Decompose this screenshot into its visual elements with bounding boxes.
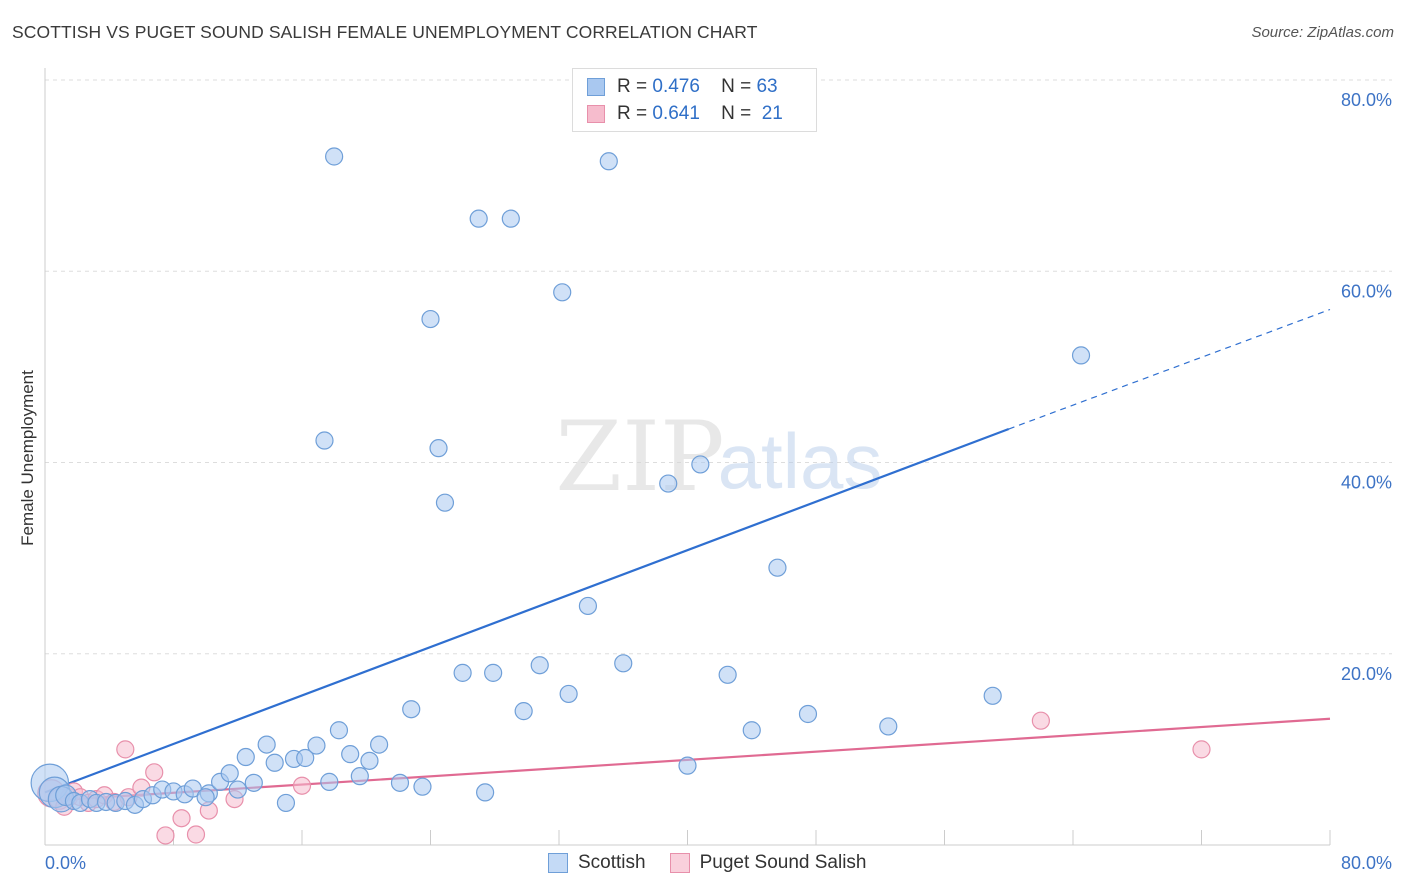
gridlines bbox=[45, 79, 1392, 655]
y-tick-label: 40.0% bbox=[1341, 473, 1392, 493]
scottish-point bbox=[501, 209, 520, 228]
scottish-trend-line bbox=[44, 428, 1010, 794]
scottish-point bbox=[514, 702, 533, 721]
salish-point bbox=[292, 776, 312, 795]
legend-item-scottish[interactable]: Scottish bbox=[548, 852, 646, 874]
tick-labels: 20.0% 40.0% 60.0% 80.0% 0.0% 80.0% bbox=[45, 90, 1392, 873]
scottish-point bbox=[453, 663, 472, 682]
scottish-point bbox=[257, 735, 276, 754]
scottish-swatch bbox=[587, 78, 605, 96]
scottish-point bbox=[614, 654, 633, 673]
legend-row-salish: R = 0.641 N = 21 bbox=[587, 102, 783, 126]
n-value: 21 bbox=[761, 103, 783, 124]
scottish-point bbox=[983, 686, 1002, 705]
scottish-point bbox=[476, 783, 495, 802]
scottish-point bbox=[879, 717, 898, 736]
correlation-legend: R = 0.476 N = 63 R = 0.641 N = 21 bbox=[572, 68, 817, 132]
salish-point bbox=[186, 825, 206, 844]
salish-point bbox=[1192, 740, 1211, 759]
scottish-point bbox=[435, 493, 455, 512]
scottish-point bbox=[350, 767, 369, 786]
r-value: 0.476 bbox=[652, 76, 700, 97]
salish-legend-swatch bbox=[669, 853, 690, 873]
source-label: Source: ZipAtlas.com bbox=[1251, 24, 1394, 41]
y-tick-label: 60.0% bbox=[1341, 281, 1392, 301]
x-tick-label-max: 80.0% bbox=[1341, 853, 1392, 873]
scottish-point bbox=[265, 753, 284, 772]
scottish-point bbox=[325, 147, 344, 166]
scottish-point bbox=[360, 751, 379, 770]
scottish-point bbox=[390, 773, 410, 792]
scottish-point bbox=[798, 704, 818, 724]
legend-label-scottish: Scottish bbox=[578, 852, 646, 873]
scottish-point bbox=[718, 665, 737, 684]
salish-point bbox=[172, 809, 191, 828]
salish-point bbox=[156, 826, 175, 845]
legend-row-scottish: R = 0.476 N = 63 bbox=[587, 75, 778, 99]
scottish-point bbox=[236, 747, 255, 767]
scottish-point bbox=[228, 780, 247, 799]
scottish-point bbox=[296, 748, 315, 768]
scottish-point bbox=[196, 788, 215, 807]
legend-item-salish[interactable]: Puget Sound Salish bbox=[669, 852, 867, 874]
scottish-point bbox=[530, 656, 549, 675]
r-label: R = bbox=[617, 103, 648, 124]
scottish-point bbox=[276, 793, 296, 813]
scottish-point bbox=[421, 309, 440, 329]
scottish-point bbox=[307, 736, 326, 755]
salish-swatch bbox=[587, 105, 605, 123]
scottish-trend-extension bbox=[1008, 308, 1331, 430]
chart-title: SCOTTISH VS PUGET SOUND SALISH FEMALE UN… bbox=[12, 22, 758, 42]
scottish-point bbox=[599, 152, 618, 171]
scottish-point bbox=[469, 209, 488, 228]
scottish-point bbox=[320, 772, 339, 791]
scottish-point bbox=[244, 773, 263, 792]
scottish-point bbox=[578, 596, 598, 616]
watermark-atlas: atlas bbox=[718, 417, 883, 505]
scottish-point bbox=[742, 721, 761, 740]
series-legend: Scottish Puget Sound Salish bbox=[548, 852, 891, 874]
scottish-point bbox=[659, 474, 678, 493]
scottish-legend-swatch bbox=[548, 853, 568, 873]
scottish-point bbox=[220, 764, 239, 783]
scottish-point bbox=[413, 777, 432, 796]
scottish-point bbox=[370, 735, 389, 754]
y-tick-label: 20.0% bbox=[1341, 664, 1392, 684]
scottish-point bbox=[1071, 346, 1091, 365]
scottish-point bbox=[429, 439, 448, 458]
scottish-point bbox=[559, 684, 578, 704]
trend-lines bbox=[44, 308, 1331, 803]
scottish-point bbox=[402, 700, 421, 719]
n-value: 63 bbox=[756, 76, 778, 97]
y-tick-label: 80.0% bbox=[1341, 90, 1392, 110]
n-label: N = bbox=[721, 103, 752, 124]
scottish-point bbox=[678, 756, 697, 775]
n-label: N = bbox=[721, 76, 752, 97]
legend-label-salish: Puget Sound Salish bbox=[699, 852, 867, 873]
salish-point bbox=[116, 740, 135, 759]
scottish-point bbox=[553, 283, 572, 302]
salish-point bbox=[145, 763, 164, 782]
scottish-point bbox=[329, 721, 349, 740]
scottish-point bbox=[768, 558, 787, 577]
scottish-point bbox=[341, 745, 360, 764]
axes bbox=[44, 68, 1331, 846]
x-tick-label-min: 0.0% bbox=[45, 853, 86, 873]
scottish-point bbox=[691, 455, 710, 474]
scottish-point bbox=[484, 663, 503, 682]
r-label: R = bbox=[617, 76, 648, 97]
data-points bbox=[30, 147, 1211, 845]
scottish-point bbox=[315, 431, 334, 450]
salish-point bbox=[1031, 711, 1050, 730]
r-value: 0.641 bbox=[652, 103, 700, 124]
